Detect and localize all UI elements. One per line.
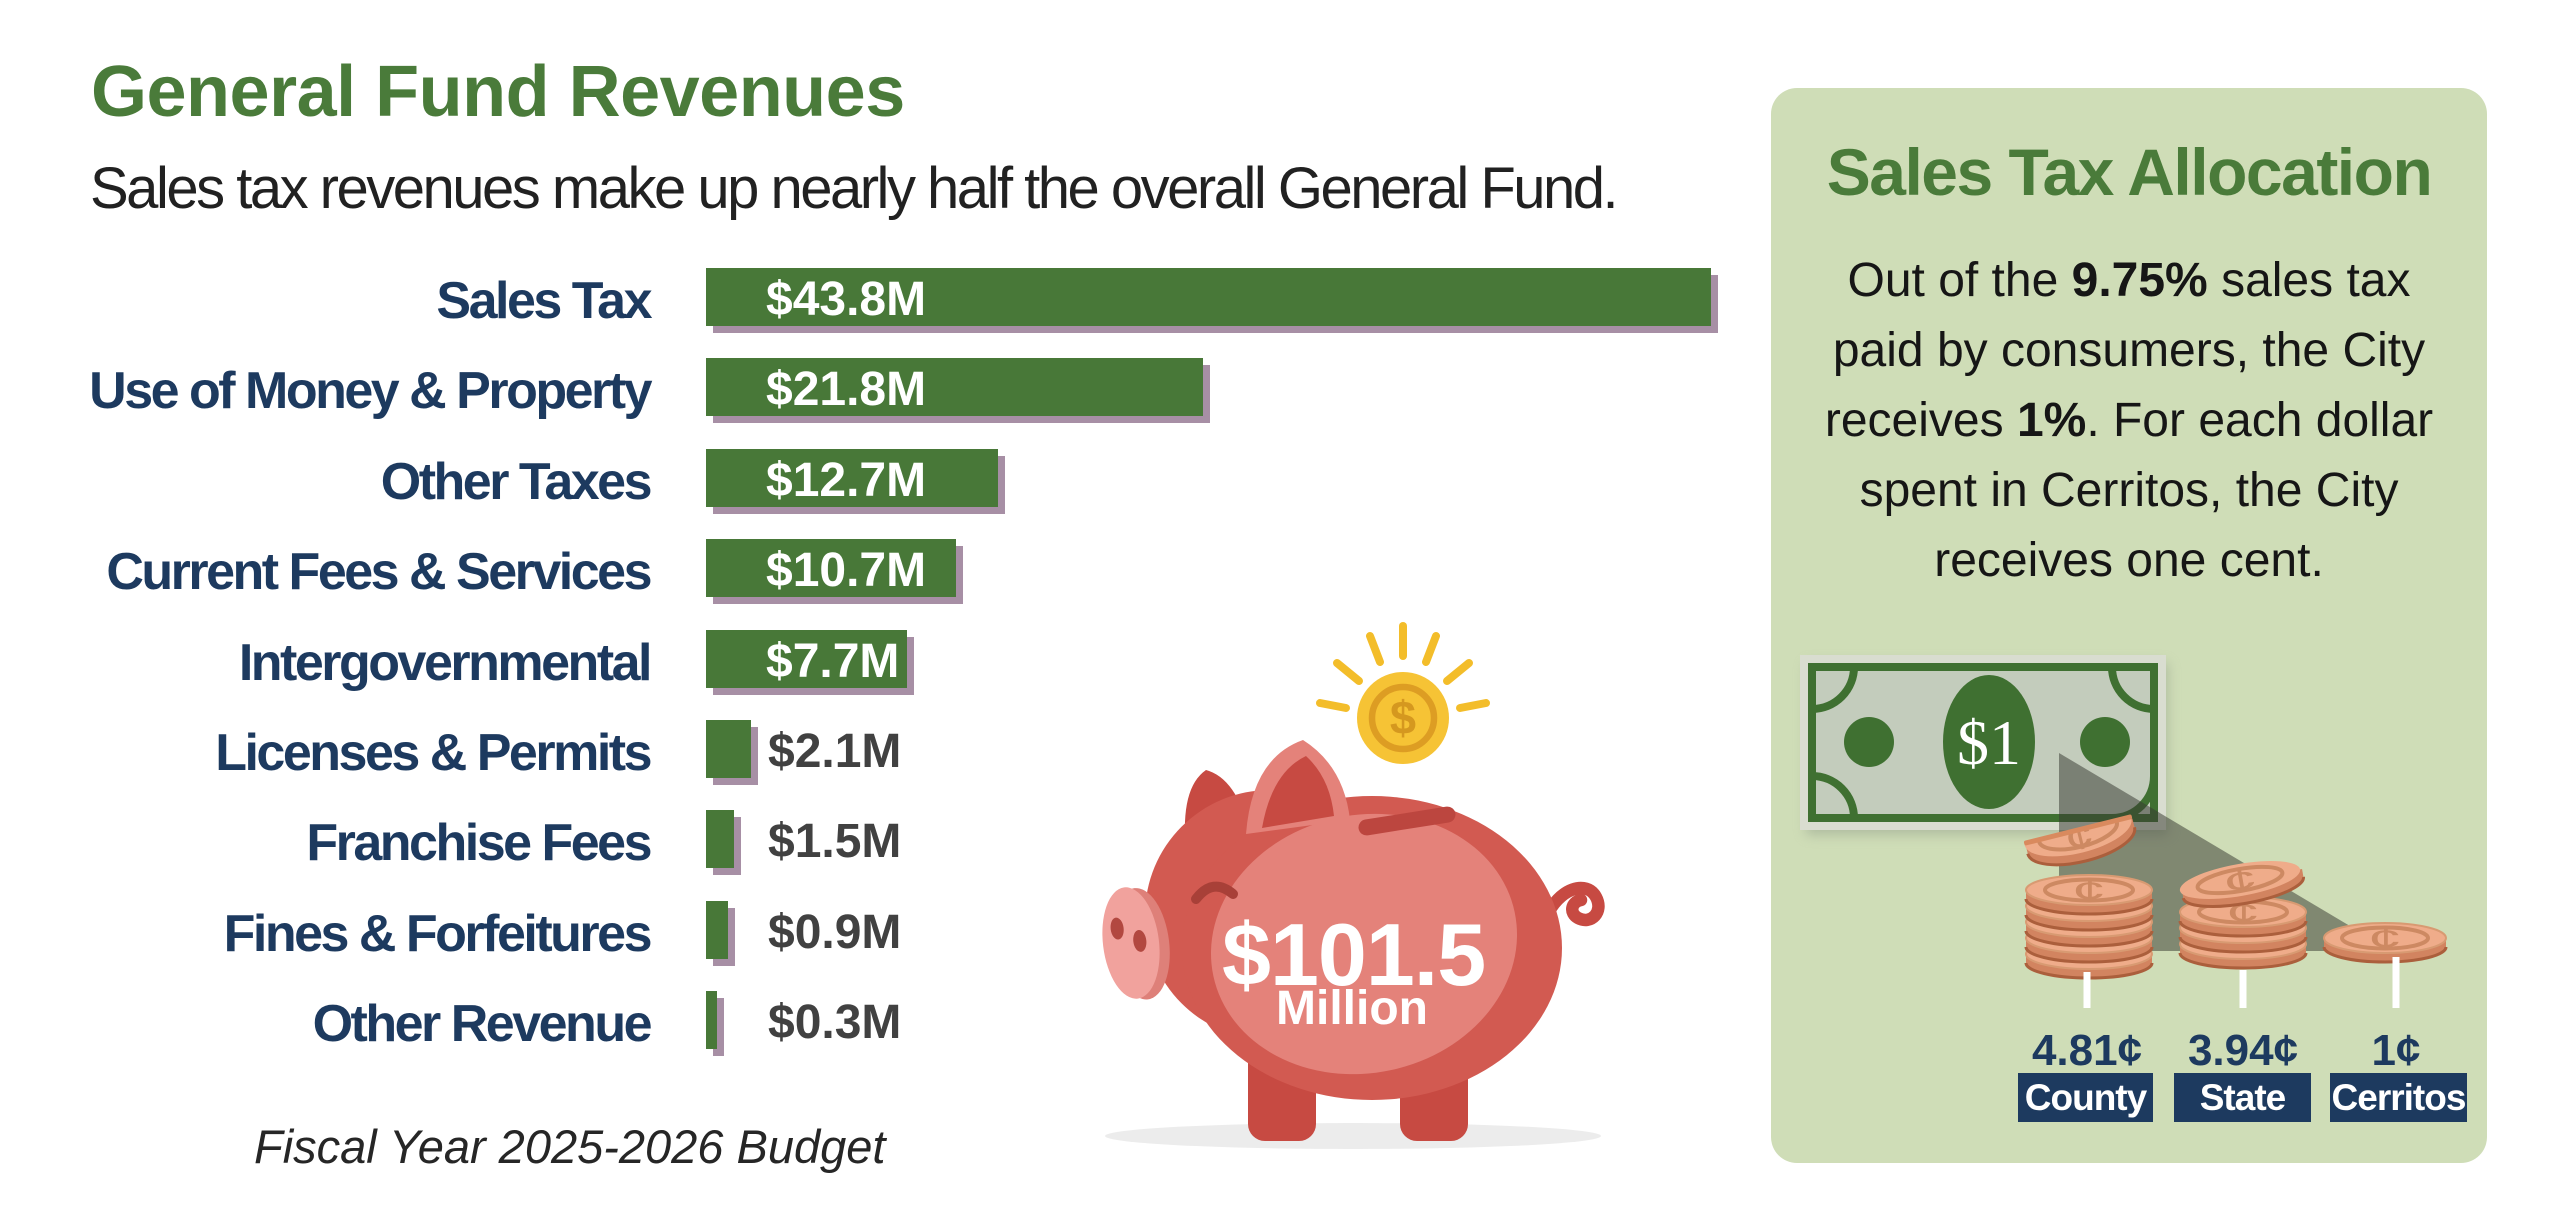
svg-text:¢: ¢ [2220,862,2260,902]
svg-text:$1: $1 [1957,707,2021,778]
svg-text:¢: ¢ [2072,874,2106,908]
svg-text:¢: ¢ [2368,922,2402,956]
svg-text:$: $ [1390,691,1416,744]
